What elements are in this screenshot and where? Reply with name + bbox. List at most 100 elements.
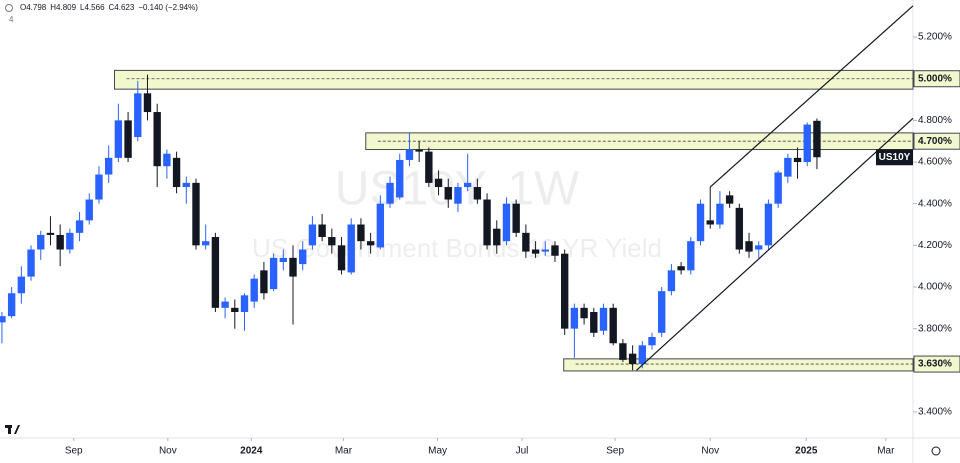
candle-body <box>580 307 588 319</box>
candle-body <box>784 157 792 177</box>
x-tick-label: Mar <box>877 446 895 457</box>
ohlc-value: C4.623 <box>109 3 135 12</box>
candle-body <box>337 245 346 271</box>
eye-icon[interactable] <box>5 4 13 12</box>
price-label: 5.000% <box>918 73 952 84</box>
candle-body <box>172 157 181 188</box>
candle-body <box>755 245 763 250</box>
candle-body <box>483 199 491 246</box>
candle-body <box>706 220 714 225</box>
price-label-box <box>913 132 960 150</box>
x-tick-label: 2024 <box>240 446 263 457</box>
ohlc-value: O4.798 <box>20 3 47 12</box>
candle-body <box>134 93 142 138</box>
candle-body <box>75 220 84 233</box>
candle-body <box>764 203 773 246</box>
ohlc-value: L4.566 <box>80 3 105 12</box>
candle-body <box>735 207 744 250</box>
price-label-box <box>913 70 960 88</box>
candles <box>0 74 821 371</box>
candle-body <box>463 182 472 188</box>
candle-body <box>46 232 55 235</box>
price-label-box <box>913 355 960 373</box>
candle-body <box>143 93 152 113</box>
price-label: 3.630% <box>918 359 952 370</box>
candle-body <box>299 249 307 265</box>
candle-body <box>279 257 287 263</box>
candle-body <box>609 307 617 344</box>
candle-body <box>37 234 45 250</box>
candle-body <box>638 345 646 365</box>
y-tick-label: 3.400% <box>918 407 952 418</box>
candle-body <box>328 237 336 246</box>
candle-body <box>803 124 811 163</box>
candle-body <box>454 187 462 204</box>
zone <box>563 358 914 372</box>
candle-body <box>153 112 161 167</box>
candle-body <box>512 203 520 233</box>
candle-body <box>502 203 511 242</box>
candle-body <box>745 241 753 252</box>
candle-body <box>221 301 229 308</box>
candle-body <box>599 307 608 331</box>
price-label: 4.700% <box>918 136 952 147</box>
candle-body <box>687 241 695 271</box>
trendline <box>709 5 914 188</box>
candle-body <box>696 203 705 242</box>
candle-body <box>163 153 171 167</box>
candle-body <box>658 291 666 333</box>
candle-body <box>202 241 210 246</box>
candle-body <box>405 149 414 160</box>
candle-body <box>493 228 501 246</box>
candle-body <box>725 195 734 204</box>
settings-icon[interactable] <box>931 446 941 456</box>
candle-body <box>95 174 103 200</box>
candle-body <box>793 157 802 163</box>
candle-body <box>716 203 724 225</box>
candle-body <box>531 249 540 254</box>
candle-body <box>260 270 268 294</box>
ohlc-value: −0.140 (−2.94%) <box>138 3 198 12</box>
watermark-subtitle: US Government Bonds 10 YR Yield <box>252 233 662 263</box>
y-tick-label: 4.200% <box>918 240 952 251</box>
x-tick-label: Mar <box>335 446 353 457</box>
candle-body <box>85 199 93 221</box>
candle-body <box>357 224 365 242</box>
candle-body <box>308 224 317 246</box>
x-tick-label: Sep <box>65 446 83 457</box>
candle-body <box>66 232 74 250</box>
x-tick-label: 2025 <box>795 446 818 457</box>
y-tick-label: 4.400% <box>918 198 952 209</box>
candle-body <box>522 232 530 252</box>
header-sub: 4 <box>9 15 14 24</box>
candle-body <box>560 253 569 329</box>
y-tick-label: 3.800% <box>918 323 952 334</box>
x-tick-label: Nov <box>701 446 719 457</box>
candle-body <box>551 245 559 256</box>
y-tick-label: 4.000% <box>918 282 952 293</box>
x-tick-label: Sep <box>606 446 624 457</box>
plot <box>0 5 914 372</box>
candle-body <box>124 120 132 158</box>
zone <box>113 69 914 90</box>
candle-body <box>250 278 258 302</box>
candle-body <box>27 249 35 277</box>
ohlc-value: H4.809 <box>50 3 76 12</box>
tv-logo <box>5 425 20 434</box>
candle-body <box>240 295 249 312</box>
candle-body <box>590 311 598 333</box>
candle-body <box>473 187 482 200</box>
candle-body <box>541 249 549 252</box>
candle-body <box>396 159 404 198</box>
candle-body <box>231 307 239 312</box>
candle-body <box>774 172 782 204</box>
candle-body <box>570 307 579 329</box>
y-tick-label: 4.800% <box>918 115 952 126</box>
candle-body <box>211 237 220 308</box>
candle-body <box>347 224 355 273</box>
candle-body <box>434 178 443 188</box>
x-tick-label: Jul <box>516 446 529 457</box>
candle-body <box>182 182 190 188</box>
